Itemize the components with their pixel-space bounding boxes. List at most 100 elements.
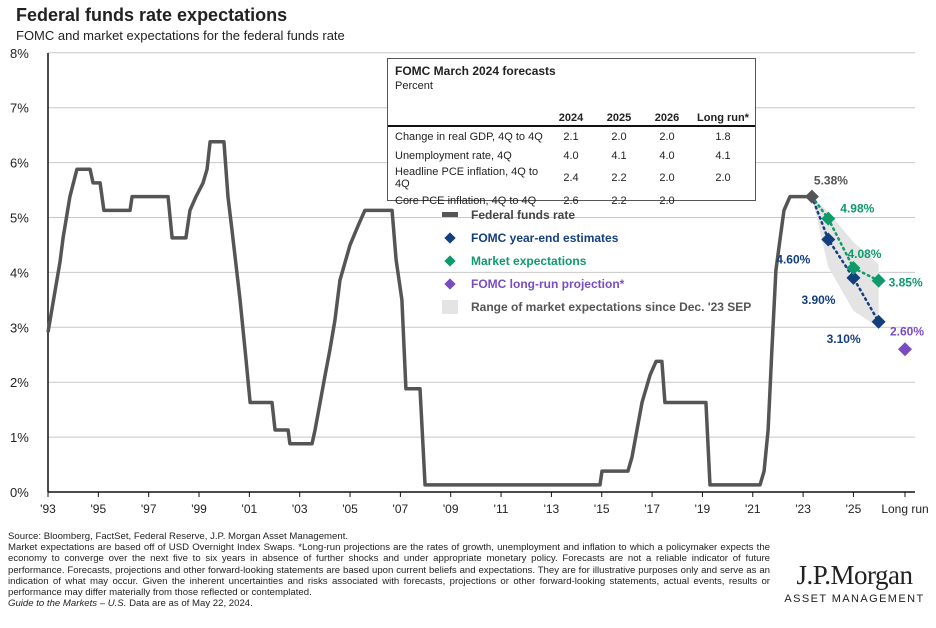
market-expectation-marker xyxy=(846,261,861,276)
cell: 4.1 xyxy=(611,149,627,162)
logo-sub: ASSET MANAGEMENT xyxy=(784,593,925,605)
legend-label: Federal funds rate xyxy=(471,207,576,222)
line-swatch-icon xyxy=(442,212,458,217)
table-row: Headline PCE inflation, 4Q to 4Q 2.4 2.2 2.… xyxy=(388,165,755,191)
col-header: 2025 xyxy=(595,95,643,127)
market-expectation-marker xyxy=(821,211,836,226)
x-tick-label: '97 xyxy=(141,502,157,516)
legend-label: Market expectations xyxy=(471,253,587,268)
cell: 2.0 xyxy=(659,172,675,184)
x-tick-label: '93 xyxy=(40,502,56,516)
market-expectation-marker xyxy=(871,273,886,288)
cell: 4.0 xyxy=(659,149,675,162)
diamond-icon xyxy=(444,254,456,267)
cell: 4.1 xyxy=(715,149,731,162)
y-tick-label: 0% xyxy=(10,485,29,500)
x-tick-label: '09 xyxy=(443,502,459,516)
y-tick-label: 1% xyxy=(10,430,29,445)
row-label: Headline PCE inflation, 4Q to 4Q xyxy=(395,166,539,190)
data-label: 3.10% xyxy=(827,332,861,346)
legend-label: FOMC long-run projection* xyxy=(471,276,625,291)
legend-item-fomc: FOMC year-end estimates xyxy=(435,226,751,249)
data-date: Data are as of May 22, 2024. xyxy=(129,598,253,610)
fomc-estimate-marker xyxy=(871,314,886,329)
table-row: Core PCE inflation, 4Q to 4Q 2.6 2.2 2.0 xyxy=(388,191,755,210)
cell: 2.0 xyxy=(715,172,731,184)
cell: 2.4 xyxy=(563,172,579,184)
legend: Federal funds rate FOMC year-end estimat… xyxy=(435,203,751,318)
x-tick-label: '19 xyxy=(695,502,711,516)
x-tick-label: '11 xyxy=(494,502,509,516)
row-label: Change in real GDP, 4Q to 4Q xyxy=(395,130,543,143)
diamond-icon xyxy=(444,277,456,290)
table-title: FOMC March 2024 forecasts xyxy=(395,64,556,78)
x-tick-label: '95 xyxy=(91,502,107,516)
col-header: 2026 xyxy=(643,95,691,127)
y-tick-label: 2% xyxy=(10,375,29,390)
x-tick-label: '01 xyxy=(242,502,258,516)
legend-item-market: Market expectations xyxy=(435,249,751,272)
square-swatch-icon xyxy=(442,299,458,314)
diamond-icon xyxy=(444,231,456,244)
fomc-estimate-marker xyxy=(846,270,861,285)
disclaimer-note: Market expectations are based off of USD… xyxy=(8,542,770,599)
y-tick-label: 6% xyxy=(10,156,29,171)
data-label: 4.98% xyxy=(840,202,874,216)
y-tick-label: 7% xyxy=(10,101,29,116)
range-area xyxy=(811,196,879,328)
table-row: Unemployment rate, 4Q 4.0 4.1 4.0 4.1 xyxy=(388,146,755,165)
cell: 4.0 xyxy=(563,149,579,162)
data-label: 4.60% xyxy=(776,252,810,266)
legend-item-longrun: FOMC long-run projection* xyxy=(435,272,751,295)
x-tick-label: '21 xyxy=(745,502,761,516)
jpmorgan-logo: J.P.Morgan ASSET MANAGEMENT xyxy=(782,560,927,605)
cell: 2.2 xyxy=(611,194,627,207)
x-tick-label: '03 xyxy=(292,502,308,516)
cell: 2.1 xyxy=(563,130,579,143)
y-tick-label: 5% xyxy=(10,211,29,226)
legend-item-range: Range of market expectations since Dec. … xyxy=(435,295,751,318)
x-tick-label: '25 xyxy=(846,502,862,516)
table-row: Change in real GDP, 4Q to 4Q 2.1 2.0 2.0 1.8 xyxy=(388,126,755,146)
row-label: Unemployment rate, 4Q xyxy=(395,149,512,162)
cell: 2.0 xyxy=(659,130,675,143)
logo-name: J.P.Morgan xyxy=(796,560,913,590)
guide-title: Guide to the Markets – U.S. xyxy=(8,598,127,610)
x-tick-label: Long run xyxy=(881,502,928,516)
current-rate-marker xyxy=(804,189,819,204)
x-tick-label: '05 xyxy=(342,502,358,516)
source-note: Source: Bloomberg, FactSet, Federal Rese… xyxy=(8,531,349,542)
x-tick-label: '17 xyxy=(644,502,660,516)
footnotes: Source: Bloomberg, FactSet, Federal Rese… xyxy=(8,531,770,609)
col-header: 2024 xyxy=(547,95,595,127)
col-header: Long run* xyxy=(691,95,755,127)
cell: 2.0 xyxy=(659,194,675,207)
y-tick-label: 3% xyxy=(10,320,29,335)
chart: 0% 1% 2% 3% 4% 5% 6% 7% 8% '93 '95 '97 '99 '01 '03 '05 '… xyxy=(10,46,929,516)
cell: 1.8 xyxy=(715,130,731,143)
row-label: Core PCE inflation, 4Q to 4Q xyxy=(395,194,537,207)
y-tick-label: 8% xyxy=(10,46,29,61)
fed-funds-line xyxy=(46,139,812,487)
data-label: 3.90% xyxy=(801,293,835,307)
chart-title: Federal funds rate expectations xyxy=(16,5,288,25)
fomc-estimate-marker xyxy=(821,232,836,247)
x-tick-label: '07 xyxy=(393,502,409,516)
data-label: 3.85% xyxy=(889,276,923,290)
cell: 2.6 xyxy=(563,194,579,207)
x-tick-label: '13 xyxy=(544,502,560,516)
cell: 2.0 xyxy=(611,130,627,143)
longrun-projection-marker xyxy=(898,342,912,357)
market-dotted-line xyxy=(810,195,880,282)
data-label: 5.38% xyxy=(814,174,848,188)
data-label: 4.08% xyxy=(847,247,881,261)
x-tick-label: '99 xyxy=(191,502,207,516)
legend-item-fed-funds: Federal funds rate xyxy=(435,203,751,226)
fomc-dotted-line xyxy=(810,195,880,324)
legend-label: FOMC year-end estimates xyxy=(471,230,619,245)
data-label: 2.60% xyxy=(890,324,924,338)
x-tick-label: '15 xyxy=(594,502,610,516)
y-tick-label: 4% xyxy=(10,265,29,280)
chart-subtitle: FOMC and market expectations for the fed… xyxy=(16,28,345,43)
fomc-forecast-table: FOMC March 2024 forecasts Percent 2024 2… xyxy=(387,58,756,207)
